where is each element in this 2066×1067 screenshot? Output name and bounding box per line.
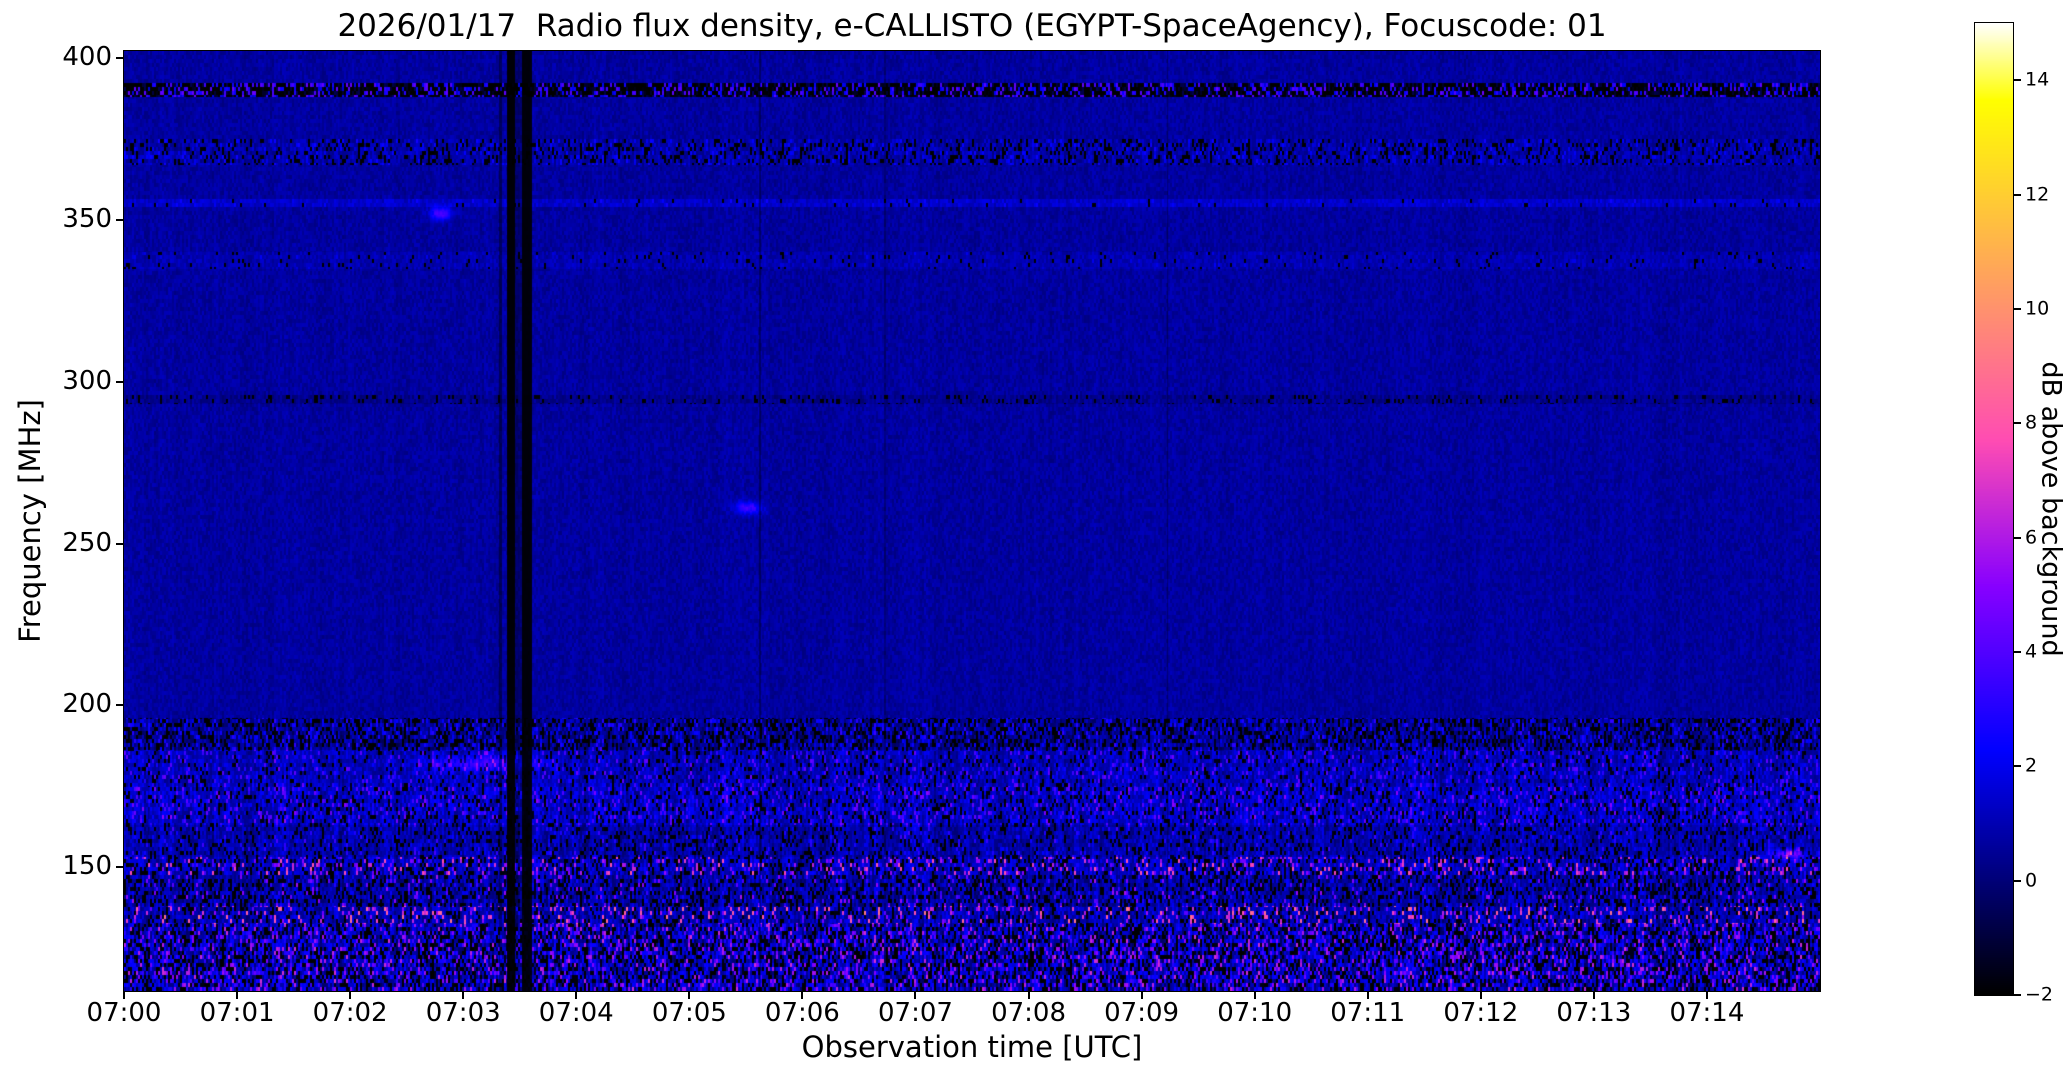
x-tick-label: 07:07	[877, 998, 953, 1028]
colorbar-tick-label: 0	[2025, 869, 2038, 892]
x-tick-mark	[462, 991, 465, 999]
colorbar-tick-label: 6	[2025, 526, 2038, 549]
y-axis-label: Frequency [MHz]	[13, 399, 47, 643]
x-tick-mark	[1705, 991, 1708, 999]
x-tick-mark	[1253, 991, 1256, 999]
x-tick-label: 07:05	[651, 998, 727, 1028]
x-tick-mark	[1027, 991, 1030, 999]
x-tick-mark	[1366, 991, 1369, 999]
x-tick-label: 07:12	[1443, 998, 1519, 1028]
x-tick-label: 07:01	[199, 998, 275, 1028]
x-tick-mark	[914, 991, 917, 999]
x-tick-label: 07:06	[764, 998, 840, 1028]
colorbar-tick-mark	[2013, 994, 2021, 996]
x-tick-label: 07:08	[991, 998, 1066, 1028]
x-tick-mark	[1479, 991, 1482, 999]
colorbar-tick-label: −2	[2025, 983, 2054, 1006]
x-tick-mark	[1592, 991, 1595, 999]
y-tick-label: 200	[62, 689, 112, 720]
y-tick-label: 350	[62, 203, 112, 234]
colorbar-tick-mark	[2013, 650, 2021, 653]
x-tick-label: 07:13	[1556, 998, 1632, 1028]
y-tick-label: 300	[62, 365, 112, 396]
x-tick-label: 07:04	[538, 998, 614, 1028]
colorbar-tick-label: 14	[2025, 68, 2050, 91]
y-tick-mark	[116, 56, 124, 59]
x-tick-mark	[575, 991, 578, 999]
spectrogram-heatmap	[123, 50, 1821, 992]
x-tick-mark	[1140, 991, 1143, 999]
y-tick-mark	[116, 704, 124, 707]
y-tick-mark	[116, 866, 124, 869]
y-tick-label: 400	[62, 41, 112, 72]
x-tick-label: 07:11	[1330, 998, 1406, 1028]
y-tick-mark	[116, 380, 124, 383]
colorbar-tick-label: 10	[2025, 297, 2050, 320]
colorbar-tick-mark	[2013, 879, 2021, 882]
y-tick-mark	[116, 218, 124, 221]
x-tick-mark	[349, 991, 352, 999]
colorbar-tick-label: 12	[2025, 183, 2050, 206]
chart-title: 2026/01/17 Radio flux density, e-CALLIST…	[337, 8, 1607, 44]
colorbar-label: dB above background	[2035, 361, 2066, 657]
x-tick-label: 07:10	[1217, 998, 1293, 1028]
x-tick-label: 07:14	[1669, 998, 1745, 1028]
colorbar-tick-mark	[2013, 307, 2021, 310]
x-tick-label: 07:09	[1104, 998, 1180, 1028]
colorbar-tick-mark	[2013, 422, 2021, 425]
colorbar-gradient	[1974, 22, 2014, 996]
x-tick-mark	[801, 991, 804, 999]
colorbar-tick-mark	[2013, 765, 2021, 768]
colorbar-tick-mark	[2013, 536, 2021, 539]
x-tick-mark	[236, 991, 239, 999]
x-tick-mark	[123, 991, 125, 999]
colorbar-tick-label: 4	[2025, 640, 2038, 663]
x-tick-mark	[688, 991, 691, 999]
y-tick-label: 250	[62, 527, 112, 558]
colorbar-tick-label: 2	[2025, 754, 2038, 777]
colorbar-tick-mark	[2013, 79, 2021, 82]
y-tick-mark	[116, 542, 124, 545]
x-tick-label: 07:02	[312, 998, 388, 1028]
x-tick-label: 07:00	[86, 998, 162, 1028]
x-tick-label: 07:03	[425, 998, 501, 1028]
y-tick-label: 150	[62, 851, 112, 882]
colorbar-tick-label: 8	[2025, 411, 2038, 434]
colorbar-tick-mark	[2013, 193, 2021, 196]
x-axis-label: Observation time [UTC]	[801, 1030, 1143, 1064]
